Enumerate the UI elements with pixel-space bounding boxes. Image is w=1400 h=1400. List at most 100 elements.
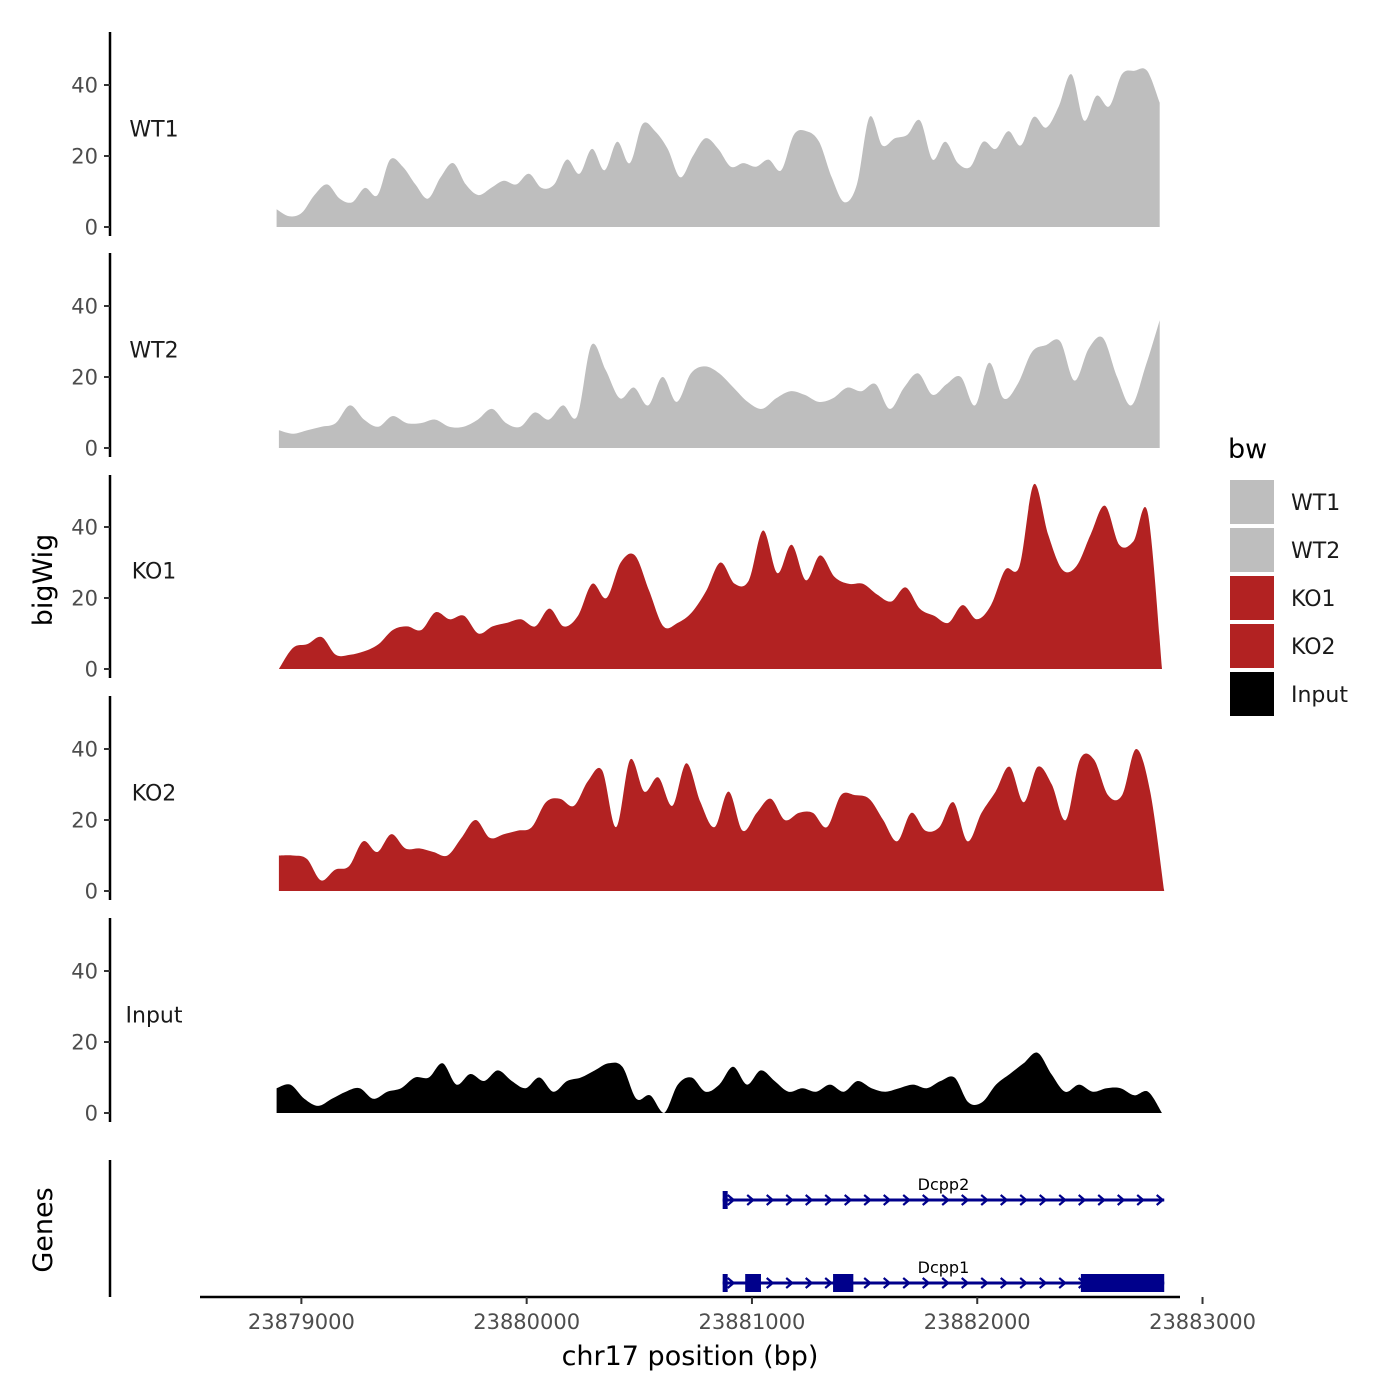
x-tick-label: 23882000: [924, 1310, 1031, 1334]
legend-item-input: Input: [1230, 672, 1348, 716]
strand-arrow: [1038, 1277, 1048, 1289]
strand-arrow: [804, 1277, 814, 1289]
legend-item-wt1: WT1: [1230, 480, 1340, 524]
gene-label: Dcpp2: [918, 1175, 970, 1194]
strand-arrow: [960, 1194, 970, 1206]
y-tick-label: 20: [71, 1031, 98, 1055]
y-tick-label: 20: [71, 587, 98, 611]
area-input: [276, 1052, 1163, 1113]
strand-arrow: [941, 1194, 950, 1206]
track-ko1: 0 20 40 KO1: [71, 475, 1162, 682]
y-tick-label: 20: [71, 366, 98, 390]
legend-swatch: [1230, 624, 1274, 668]
area-wt1: [276, 68, 1160, 227]
strand-arrow: [1019, 1194, 1028, 1206]
legend: WT1 WT2 KO1 KO2 Input: [1230, 480, 1348, 716]
legend-title: bw: [1228, 434, 1267, 465]
exon: [833, 1274, 854, 1292]
legend-item-ko2: KO2: [1230, 624, 1336, 668]
strand-arrow: [804, 1194, 814, 1206]
strand-arrow: [726, 1277, 736, 1289]
strand-arrow: [824, 1277, 833, 1289]
area-wt2: [278, 320, 1160, 448]
track-label-ko1: KO1: [132, 559, 177, 584]
tracks-layer: 0 20 40 WT1 0 20 40 WT2 0 20 40 KO1 0 20 40 KO2 0 20 40 Inp…: [71, 32, 1165, 1126]
strand-arrow: [882, 1277, 892, 1289]
legend-label: WT1: [1291, 491, 1340, 516]
strand-arrow: [785, 1277, 794, 1289]
strand-arrow: [882, 1194, 892, 1206]
strand-arrow: [921, 1194, 931, 1206]
strand-arrow: [746, 1194, 755, 1206]
legend-item-ko1: KO1: [1230, 576, 1336, 620]
strand-arrow: [726, 1194, 736, 1206]
strand-arrow: [902, 1194, 911, 1206]
gene-label: Dcpp1: [918, 1258, 970, 1277]
track-label-ko2: KO2: [132, 781, 177, 806]
strand-arrow: [1097, 1194, 1106, 1206]
y-tick-label: 0: [85, 880, 98, 904]
track-input: 0 20 40 Input: [71, 918, 1163, 1126]
legend-swatch: [1230, 528, 1274, 572]
track-ko2: 0 20 40 KO2: [71, 696, 1165, 904]
strand-arrow: [785, 1194, 794, 1206]
strand-arrow: [1155, 1194, 1165, 1206]
y-tick-label: 0: [85, 658, 98, 682]
y-tick-label: 0: [85, 1102, 98, 1126]
strand-arrow: [1058, 1277, 1067, 1289]
exon: [722, 1274, 728, 1292]
strand-arrow: [1038, 1194, 1048, 1206]
strand-arrow: [1058, 1194, 1067, 1206]
strand-arrow: [980, 1277, 989, 1289]
legend-label: KO1: [1291, 587, 1336, 612]
x-axis: 23879000 23880000 23881000 23882000 23883000: [200, 1295, 1256, 1334]
strand-arrow: [1116, 1194, 1126, 1206]
strand-arrow: [843, 1194, 853, 1206]
track-label-wt2: WT2: [129, 338, 178, 363]
y-tick-label: 0: [85, 216, 98, 240]
strand-arrow: [999, 1194, 1009, 1206]
y-tick-label: 0: [85, 437, 98, 461]
strand-arrow: [921, 1277, 931, 1289]
exon: [722, 1191, 728, 1209]
genes-layer: Dcpp2 Dcpp1: [108, 1160, 1165, 1297]
legend-label: Input: [1291, 683, 1348, 708]
gene-dcpp2: Dcpp2: [722, 1175, 1165, 1209]
legend-swatch: [1230, 576, 1274, 620]
strand-arrow: [1136, 1194, 1145, 1206]
strand-arrow: [941, 1277, 950, 1289]
track-wt1: 0 20 40 WT1: [71, 32, 1160, 240]
exon: [745, 1274, 761, 1292]
strand-arrow: [980, 1194, 989, 1206]
strand-arrow: [824, 1194, 833, 1206]
y-tick-label: 40: [71, 74, 98, 98]
area-ko2: [278, 748, 1165, 891]
strand-arrow: [863, 1194, 872, 1206]
strand-arrow: [765, 1194, 775, 1206]
x-tick-label: 23883000: [1149, 1310, 1256, 1334]
strand-arrow: [1019, 1277, 1028, 1289]
gene-dcpp1: Dcpp1: [722, 1258, 1165, 1292]
legend-swatch: [1230, 672, 1274, 716]
y-tick-label: 20: [71, 145, 98, 169]
y-tick-label: 40: [71, 516, 98, 540]
y-tick-label: 40: [71, 738, 98, 762]
strand-arrow: [863, 1277, 872, 1289]
legend-item-wt2: WT2: [1230, 528, 1340, 572]
strand-arrow: [960, 1277, 970, 1289]
strand-arrow: [999, 1277, 1009, 1289]
legend-label: WT2: [1291, 539, 1340, 564]
track-label-input: Input: [126, 1003, 183, 1028]
y-tick-label: 40: [71, 295, 98, 319]
x-tick-label: 23879000: [248, 1310, 355, 1334]
strand-arrow: [1077, 1194, 1087, 1206]
track-wt2: 0 20 40 WT2: [71, 253, 1160, 461]
track-label-wt1: WT1: [129, 117, 178, 142]
y-axis-title: bigWig: [28, 534, 59, 627]
y-tick-label: 40: [71, 960, 98, 984]
area-ko1: [278, 483, 1162, 669]
exon: [1080, 1274, 1165, 1292]
genes-axis-title: Genes: [28, 1187, 59, 1272]
x-tick-label: 23881000: [699, 1310, 806, 1334]
